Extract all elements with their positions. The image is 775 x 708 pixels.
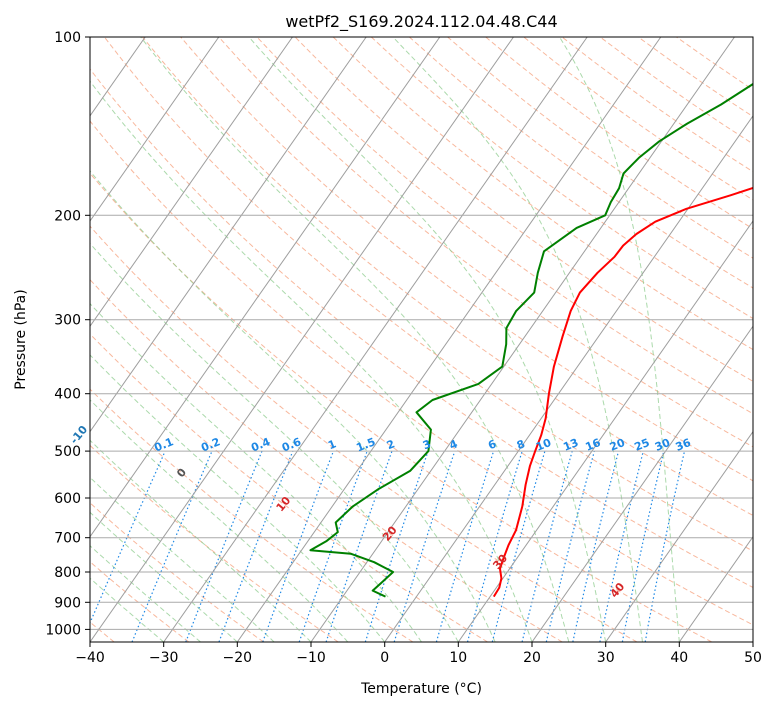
moist-adiabat: [90, 302, 422, 642]
dry-adiabat: [90, 278, 563, 642]
moist-adiabat: [392, 37, 643, 642]
mixing-ratio-line: [262, 450, 334, 642]
isotherm-line: [457, 220, 753, 642]
y-tick-label: 300: [54, 313, 81, 329]
moist-adiabat: [90, 354, 386, 642]
mixing-ratio-label: 1: [326, 437, 338, 452]
moist-adiabat: [90, 476, 275, 642]
dry-adiabat: [104, 37, 753, 552]
moist-adiabat: [90, 399, 349, 642]
dry-adiabat: [180, 37, 753, 482]
isotherm-line: [531, 325, 753, 642]
mixing-ratio-line: [466, 450, 523, 642]
isotherm-line: [678, 535, 753, 642]
x-tick-label: 30: [597, 650, 615, 666]
mixing-ratio-line: [521, 450, 573, 642]
grid-lines: [90, 37, 753, 642]
y-tick-label: 800: [54, 565, 81, 581]
x-tick-label: −40: [75, 650, 105, 666]
mixing-ratio-line: [298, 450, 368, 642]
mixing-ratio-label: 10: [534, 436, 553, 454]
dry-adiabat: [90, 561, 190, 642]
y-tick-label: 600: [54, 491, 81, 507]
x-tick-label: 0: [380, 650, 389, 666]
x-tick-label: −10: [296, 650, 326, 666]
mixing-ratio-line: [218, 450, 294, 642]
x-tick-label: 10: [449, 650, 467, 666]
mixing-ratio-label: 30: [653, 436, 672, 454]
x-tick-label: 20: [523, 650, 541, 666]
x-axis-label: Temperature (°C): [360, 681, 482, 697]
moist-adiabat: [559, 37, 680, 642]
y-axis-label: Pressure (hPa): [13, 289, 29, 389]
mixing-ratio-line: [599, 450, 644, 642]
mixing-ratio-line: [435, 450, 495, 642]
dry-adiabat: [90, 333, 488, 642]
axes: −40 −30 −20 −10 0 10 20 30 40 50 100 200 300 400 500 60…: [45, 30, 762, 666]
y-tick-label: 1000: [45, 622, 81, 638]
isotherm-line: [90, 37, 514, 642]
dry-adiabat: [218, 37, 753, 448]
mixing-ratio-label: 2: [385, 437, 397, 452]
dewpoint-line: [309, 82, 753, 598]
y-tick-label: 700: [54, 531, 81, 547]
moist-adiabat: [90, 80, 533, 642]
moist-adiabat: [90, 545, 201, 642]
y-tick-label: 500: [54, 444, 81, 460]
mixing-ratio-label: 25: [632, 436, 651, 454]
isotherm-line: [605, 430, 753, 642]
mixing-ratio-label: 8: [515, 437, 527, 452]
mixing-ratio-line: [545, 450, 595, 642]
dry-adiabat: [370, 37, 753, 320]
mixing-ratio-line: [185, 450, 263, 642]
dry-adiabat: [90, 68, 753, 589]
isotherm-line: [90, 37, 220, 222]
dry-adiabat: [90, 120, 753, 626]
isotherm-line: [163, 37, 588, 642]
chart-title: wetPf2_S169.2024.112.04.48.C44: [285, 12, 557, 32]
moist-adiabat: [90, 577, 165, 642]
mixing-ratio-label: 36: [674, 436, 693, 454]
mixing-ratio-line: [364, 450, 429, 642]
mixing-ratio-line: [131, 450, 213, 642]
y-tick-label: 100: [54, 30, 81, 46]
mixing-ratio-line: [572, 450, 620, 642]
x-tick-label: −20: [223, 650, 253, 666]
dry-adiabat: [332, 37, 753, 351]
x-tick-label: 50: [744, 650, 762, 666]
mixing-ratio-label: 13: [561, 436, 580, 454]
temperature-line: [492, 186, 753, 598]
y-tick-label: 200: [54, 208, 81, 224]
mixing-ratio-label: 16: [583, 436, 602, 454]
plot-frame: [89, 36, 754, 643]
isotherm-line: [90, 37, 367, 433]
mixing-ratio-label: 3: [421, 437, 433, 452]
x-tick-label: −30: [149, 650, 179, 666]
moist-adiabat: [90, 242, 459, 642]
isotherm-line: [384, 114, 753, 642]
isotherm-line: [90, 37, 293, 328]
series-lines: [309, 82, 753, 598]
moist-adiabat: [90, 170, 496, 642]
mixing-ratio-label: 20: [608, 436, 627, 454]
mixing-ratio-line: [90, 450, 166, 625]
mixing-ratio-line: [325, 450, 393, 642]
y-tick-label: 400: [54, 387, 81, 403]
isotherm-line: [236, 37, 662, 642]
y-tick-label: 900: [54, 595, 81, 611]
isotherm-line: [90, 37, 441, 538]
moist-adiabat: [248, 37, 607, 642]
x-tick-label: 40: [670, 650, 688, 666]
dry-adiabat: [142, 37, 753, 517]
moist-adiabat: [140, 37, 570, 642]
